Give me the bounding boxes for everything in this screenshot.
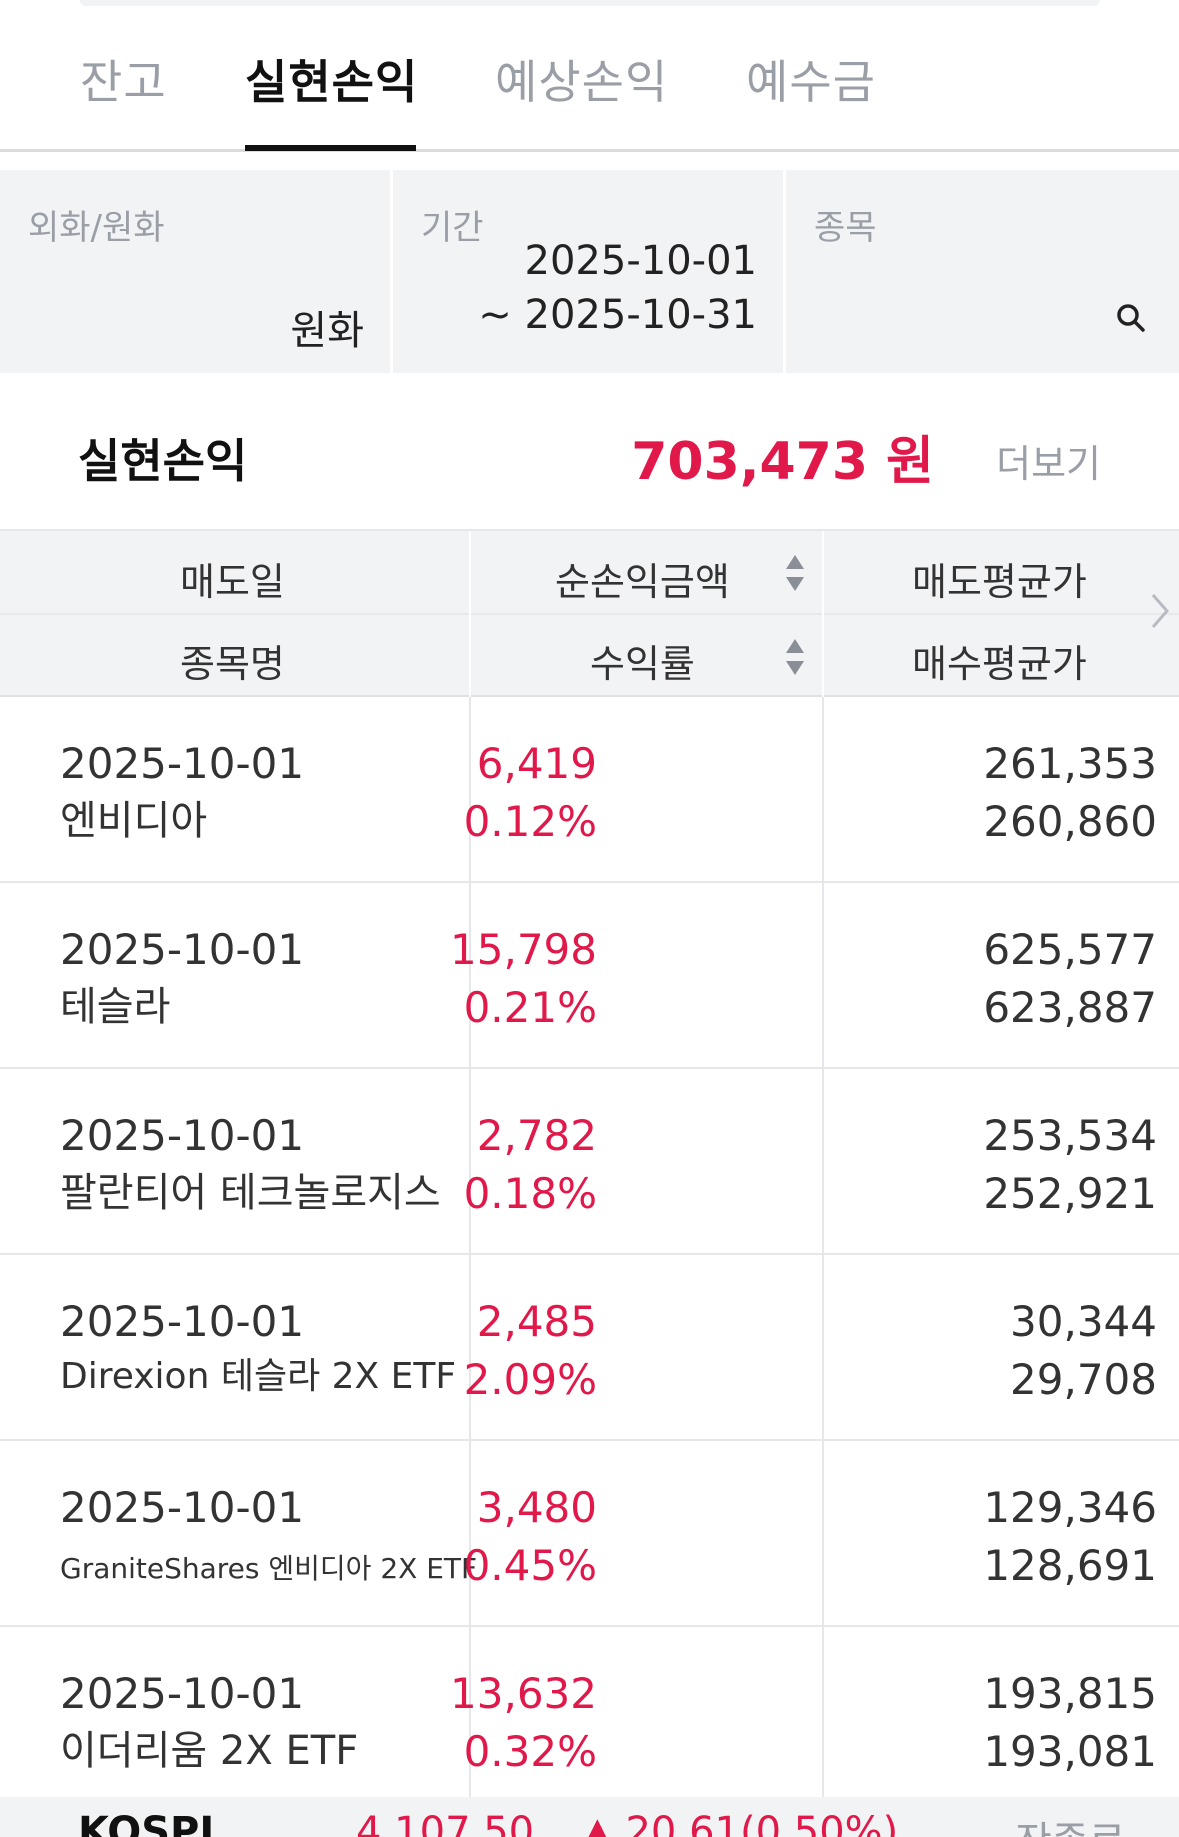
column-divider: [822, 883, 824, 1069]
ticker-index-change: ▲ 20.61(0.50%): [582, 1809, 899, 1837]
row-buy-avg: 193,081: [983, 1727, 1157, 1776]
row-stock-name: 테슬라: [60, 984, 171, 1030]
column-divider: [469, 697, 471, 883]
column-divider: [469, 883, 471, 1069]
row-sell-avg: 129,346: [983, 1483, 1157, 1532]
row-net-profit: 2,485: [476, 1297, 597, 1346]
header-column-divider: [469, 531, 471, 697]
header-net-profit[interactable]: 순손익금액: [555, 560, 730, 604]
stock-filter-label: 종목: [814, 208, 877, 248]
row-sell-date: 2025-10-01: [60, 739, 305, 788]
header-sell-avg: 매도평균가: [912, 560, 1087, 604]
row-stock-name: 엔비디아: [60, 798, 208, 844]
tab-deposit[interactable]: 예수금: [746, 55, 876, 109]
table-header: 매도일 종목명 순손익금액 수익률 매도평균가 매수평균가: [0, 531, 1179, 697]
sort-icon[interactable]: [784, 553, 806, 593]
tab-bar: 잔고 실현손익 예상손익 예수금: [0, 0, 1179, 152]
table-row[interactable]: 2025-10-01 테슬라 15,798 0.21% 625,577 623,…: [0, 883, 1179, 1069]
row-return-rate: 0.21%: [463, 983, 597, 1032]
ticker-index-name: KOSPI: [78, 1809, 215, 1837]
column-divider: [822, 1069, 824, 1255]
column-divider: [469, 1255, 471, 1441]
top-handle: [80, 0, 1100, 6]
currency-filter-value: 원화: [290, 308, 364, 354]
currency-filter[interactable]: 외화/원화 원화: [0, 170, 390, 373]
column-divider: [822, 697, 824, 883]
summary-title: 실현손익: [78, 434, 248, 488]
row-sell-date: 2025-10-01: [60, 1111, 305, 1160]
row-stock-name: Direxion 테슬라 2X ETF: [60, 1356, 457, 1397]
row-buy-avg: 29,708: [1010, 1355, 1157, 1404]
header-sell-date: 매도일: [180, 560, 285, 604]
row-sell-avg: 625,577: [983, 925, 1157, 974]
row-sell-avg: 253,534: [983, 1111, 1157, 1160]
column-divider: [822, 1627, 824, 1813]
period-filter-label: 기간: [421, 208, 484, 248]
row-sell-avg: 193,815: [983, 1669, 1157, 1718]
table-row[interactable]: 2025-10-01 이더리움 2X ETF 13,632 0.32% 193,…: [0, 1627, 1179, 1813]
market-ticker[interactable]: KOSPI 4,107.50 ▲ 20.61(0.50%) 잔종료: [0, 1797, 1179, 1837]
sort-icon[interactable]: [784, 637, 806, 677]
stock-filter[interactable]: 종목: [786, 170, 1179, 373]
realized-pnl-summary: 실현손익 703,473 원 더보기: [0, 373, 1179, 531]
row-buy-avg: 128,691: [983, 1541, 1157, 1590]
row-sell-avg: 30,344: [1010, 1297, 1157, 1346]
row-return-rate: 0.32%: [463, 1727, 597, 1776]
row-return-rate: 0.12%: [463, 797, 597, 846]
column-divider: [469, 1069, 471, 1255]
search-icon[interactable]: [1115, 302, 1147, 334]
row-return-rate: 2.09%: [463, 1355, 597, 1404]
row-buy-avg: 623,887: [983, 983, 1157, 1032]
filter-bar: 외화/원화 원화 기간 2025-10-01 ~ 2025-10-31 종목: [0, 170, 1179, 373]
period-start: 2025-10-01: [524, 238, 757, 284]
column-divider: [822, 1441, 824, 1627]
ticker-index-value: 4,107.50: [356, 1809, 535, 1837]
column-divider: [469, 1441, 471, 1627]
row-sell-date: 2025-10-01: [60, 1483, 305, 1532]
tab-realized-pnl[interactable]: 실현손익: [245, 55, 419, 109]
header-buy-avg: 매수평균가: [912, 642, 1087, 686]
more-button[interactable]: 더보기: [996, 442, 1101, 486]
period-filter[interactable]: 기간 2025-10-01 ~ 2025-10-31: [393, 170, 783, 373]
row-net-profit: 6,419: [476, 739, 597, 788]
tab-balance[interactable]: 잔고: [80, 55, 167, 109]
table-row[interactable]: 2025-10-01 팔란티어 테크놀로지스 2,782 0.18% 253,5…: [0, 1069, 1179, 1255]
currency-filter-label: 외화/원화: [28, 208, 165, 248]
row-sell-avg: 261,353: [983, 739, 1157, 788]
row-net-profit: 13,632: [450, 1669, 597, 1718]
ticker-extra: 잔종료: [1015, 1809, 1125, 1837]
tab-expected-pnl[interactable]: 예상손익: [495, 55, 669, 109]
header-divider: [0, 613, 1179, 615]
header-stock-name: 종목명: [180, 642, 285, 686]
row-buy-avg: 252,921: [983, 1169, 1157, 1218]
row-net-profit: 3,480: [476, 1483, 597, 1532]
active-tab-indicator: [245, 145, 416, 151]
chevron-right-icon[interactable]: [1149, 591, 1171, 631]
row-stock-name: 팔란티어 테크놀로지스: [60, 1170, 441, 1216]
row-sell-date: 2025-10-01: [60, 1297, 305, 1346]
row-return-rate: 0.45%: [463, 1541, 597, 1590]
realized-pnl-list: 2025-10-01 엔비디아 6,419 0.12% 261,353 260,…: [0, 697, 1179, 1813]
table-row[interactable]: 2025-10-01 엔비디아 6,419 0.12% 261,353 260,…: [0, 697, 1179, 883]
row-buy-avg: 260,860: [983, 797, 1157, 846]
summary-total-value: 703,473 원: [631, 432, 934, 492]
row-return-rate: 0.18%: [463, 1169, 597, 1218]
period-end: ~ 2025-10-31: [478, 292, 757, 338]
row-stock-name: 이더리움 2X ETF: [60, 1728, 359, 1774]
header-return-rate[interactable]: 수익률: [590, 642, 695, 686]
row-sell-date: 2025-10-01: [60, 1669, 305, 1718]
column-divider: [469, 1627, 471, 1813]
row-net-profit: 15,798: [450, 925, 597, 974]
row-net-profit: 2,782: [476, 1111, 597, 1160]
column-divider: [822, 1255, 824, 1441]
row-stock-name: GraniteShares 엔비디아 2X ETF: [60, 1552, 478, 1585]
header-column-divider: [822, 531, 824, 697]
table-row[interactable]: 2025-10-01 Direxion 테슬라 2X ETF 2,485 2.0…: [0, 1255, 1179, 1441]
row-sell-date: 2025-10-01: [60, 925, 305, 974]
table-row[interactable]: 2025-10-01 GraniteShares 엔비디아 2X ETF 3,4…: [0, 1441, 1179, 1627]
